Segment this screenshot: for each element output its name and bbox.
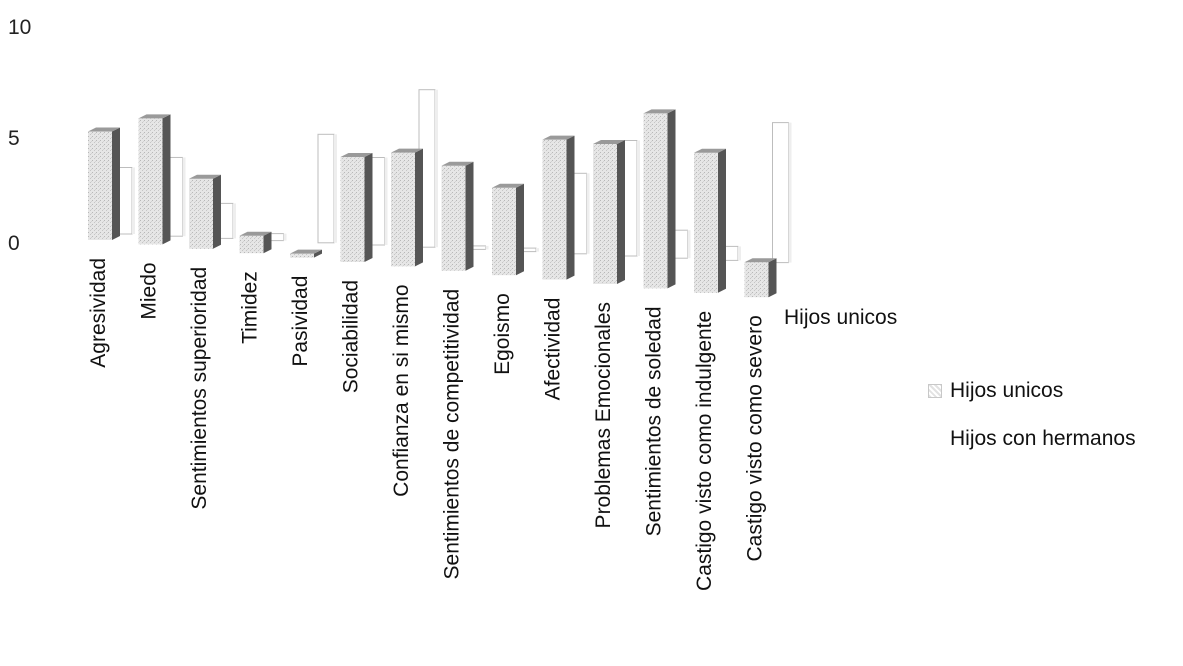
category-label-sentimientos-superioridad: Sentimientos superioridad bbox=[188, 267, 211, 510]
category-label-afectividad: Afectividad bbox=[542, 298, 565, 401]
y-tick-label: 5 bbox=[8, 127, 20, 150]
legend-swatch-icon bbox=[928, 432, 942, 446]
bar-hijos-unicos-pasividad bbox=[290, 249, 322, 258]
bar-hijos-unicos-confianza-en-si-mismo bbox=[391, 148, 423, 267]
bar-hijos-unicos-egoismo bbox=[492, 183, 524, 276]
category-label-castigo-visto-como-indulgente: Castigo visto como indulgente bbox=[693, 311, 716, 591]
category-label-egoismo: Egoismo bbox=[491, 293, 514, 375]
bar-hijos-unicos-miedo bbox=[138, 114, 171, 245]
depth-axis-label: Hijos unicos bbox=[784, 306, 897, 329]
category-label-timidez: Timidez bbox=[239, 271, 262, 344]
category-label-sentimientos-de-soledad: Sentimientos de soledad bbox=[643, 306, 666, 536]
legend-label: Hijos con hermanos bbox=[950, 427, 1136, 450]
bar-hijos-con-hermanos-castigo-visto-como-severo bbox=[772, 122, 792, 264]
bar-hijos-unicos-sociabilidad bbox=[340, 153, 373, 262]
category-label-castigo-visto-como-severo: Castigo visto como severo bbox=[744, 315, 767, 561]
bar-hijos-unicos-timidez bbox=[239, 231, 272, 254]
series-hijos-unicos bbox=[88, 109, 777, 298]
bar-hijos-con-hermanos-pasividad bbox=[317, 133, 337, 244]
category-label-pasividad: Pasividad bbox=[289, 276, 312, 367]
legend: Hijos unicos Hijos con hermanos bbox=[928, 374, 1178, 470]
y-tick-label: 10 bbox=[8, 16, 31, 39]
legend-label: Hijos unicos bbox=[950, 379, 1064, 402]
category-label-sociabilidad: Sociabilidad bbox=[340, 280, 363, 393]
bar-hijos-unicos-castigo-visto-como-severo bbox=[744, 258, 777, 298]
bar-hijos-unicos-sentimientos-de-competitividad bbox=[441, 161, 474, 271]
category-label-confianza-en-si-mismo: Confianza en si mismo bbox=[390, 284, 413, 496]
y-tick-label: 0 bbox=[8, 232, 20, 255]
legend-item-hijos-unicos: Hijos unicos bbox=[928, 374, 1178, 408]
category-label-sentimientos-de-competitividad: Sentimientos de competitividad bbox=[441, 289, 464, 580]
category-label-agresividad: Agresividad bbox=[87, 258, 110, 368]
category-axis: Agresividad Miedo Sentimientos superiorida… bbox=[87, 258, 767, 591]
legend-swatch-icon bbox=[928, 384, 942, 398]
legend-item-hijos-con-hermanos: Hijos con hermanos bbox=[928, 422, 1178, 456]
bar-hijos-unicos-problemas-emocionales bbox=[593, 140, 625, 284]
bar-hijos-unicos-sentimientos-de-soledad bbox=[643, 109, 676, 289]
bar-hijos-unicos-sentimientos-superioridad bbox=[189, 174, 221, 249]
bar-hijos-unicos-agresividad bbox=[88, 127, 120, 240]
category-label-problemas-emocionales: Problemas Emocionales bbox=[592, 302, 615, 528]
category-label-miedo: Miedo bbox=[138, 262, 161, 319]
bar-hijos-unicos-castigo-visto-como-indulgente bbox=[694, 148, 726, 293]
bar-hijos-unicos-afectividad bbox=[542, 135, 575, 280]
